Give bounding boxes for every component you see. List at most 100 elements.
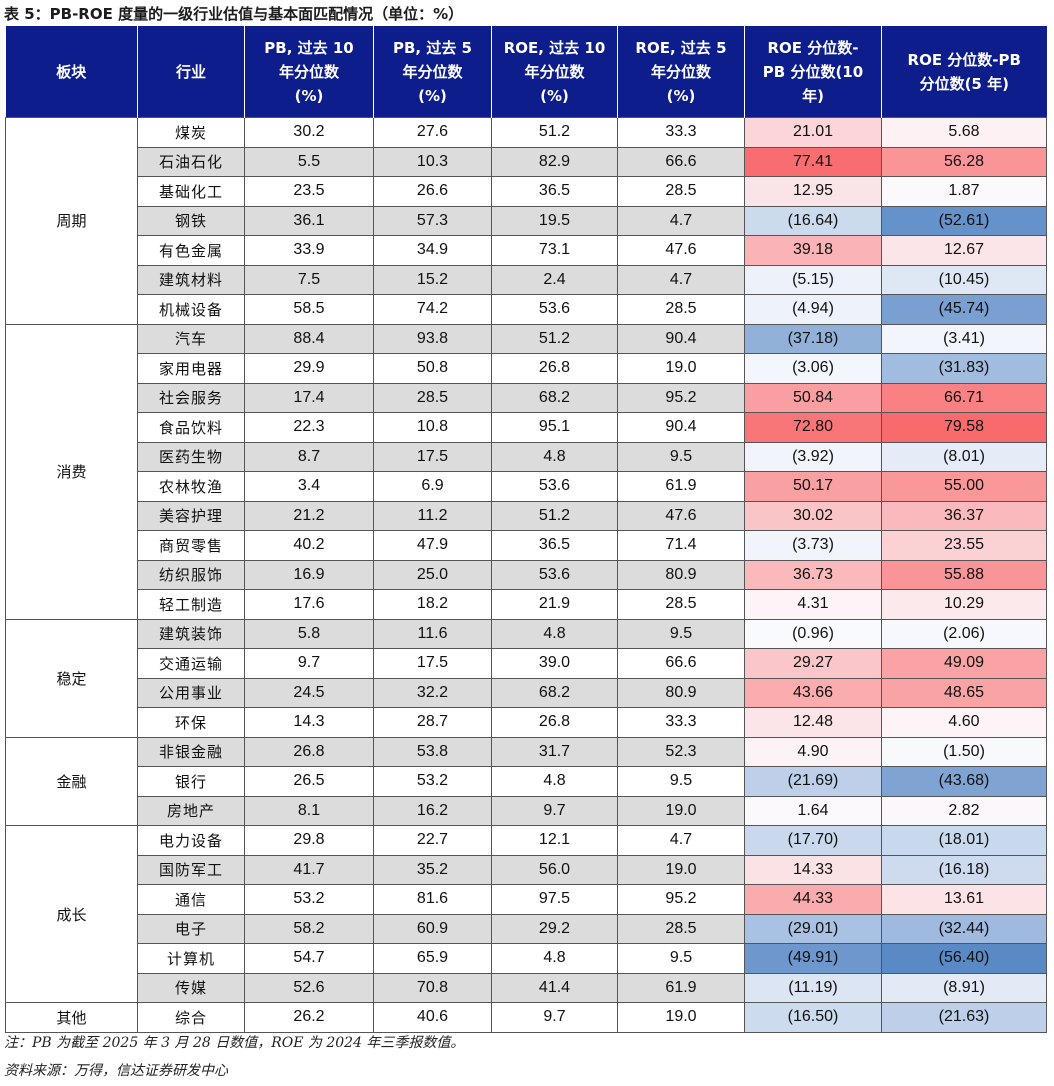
- value-cell-d5: 55.00: [881, 471, 1047, 502]
- industry-cell: 汽车: [137, 323, 245, 354]
- value-cell-roe10: 31.7: [491, 736, 618, 767]
- value-cell-roe10: 51.2: [491, 500, 618, 531]
- industry-cell: 美容护理: [137, 500, 245, 531]
- value-cell-pb10: 26.8: [244, 736, 374, 767]
- value-cell-pb10: 24.5: [244, 677, 374, 708]
- value-cell-pb10: 26.2: [244, 1002, 374, 1033]
- value-cell-d10: 21.01: [744, 117, 882, 148]
- value-cell-pb10: 5.8: [244, 618, 374, 649]
- header-line: 年分位数: [650, 62, 711, 81]
- value-cell-roe5: 19.0: [617, 353, 745, 384]
- pb-roe-table: 板块 行业 PB, 过去 10 年分位数 (%) PB, 过去 5 年分位数 (%) ROE, …: [5, 26, 1047, 1033]
- value-cell-pb5: 40.6: [373, 1002, 492, 1033]
- table-row: 交通运输 9.7 17.5 39.0 66.6 29.27 49.09: [6, 648, 1047, 679]
- header-col-pb5: PB, 过去 5 年分位数 (%): [373, 26, 492, 118]
- value-cell-roe10: 36.5: [491, 176, 618, 207]
- value-cell-roe10: 53.6: [491, 559, 618, 590]
- value-cell-pb5: 74.2: [373, 294, 492, 325]
- value-cell-pb10: 17.6: [244, 589, 374, 620]
- value-cell-roe10: 29.2: [491, 913, 618, 944]
- value-cell-pb10: 14.3: [244, 707, 374, 738]
- header-line: (%): [418, 86, 447, 105]
- value-cell-pb10: 40.2: [244, 530, 374, 561]
- industry-cell: 交通运输: [137, 648, 245, 679]
- value-cell-pb5: 10.3: [373, 146, 492, 177]
- value-cell-d10: 12.95: [744, 176, 882, 207]
- value-cell-pb10: 53.2: [244, 884, 374, 915]
- table-row: 计算机 54.7 65.9 4.8 9.5 (49.91) (56.40): [6, 943, 1047, 974]
- value-cell-pb5: 60.9: [373, 913, 492, 944]
- industry-cell: 社会服务: [137, 382, 245, 413]
- value-cell-roe5: 95.2: [617, 884, 745, 915]
- value-cell-roe10: 41.4: [491, 972, 618, 1003]
- value-cell-pb5: 53.2: [373, 766, 492, 797]
- industry-cell: 非银金融: [137, 736, 245, 767]
- value-cell-d5: (10.45): [881, 264, 1047, 295]
- industry-cell: 建筑装饰: [137, 618, 245, 649]
- value-cell-pb5: 35.2: [373, 854, 492, 885]
- value-cell-d5: 4.60: [881, 707, 1047, 738]
- industry-cell: 商贸零售: [137, 530, 245, 561]
- value-cell-roe10: 68.2: [491, 382, 618, 413]
- table-row: 房地产 8.1 16.2 9.7 19.0 1.64 2.82: [6, 795, 1047, 826]
- value-cell-d5: 56.28: [881, 146, 1047, 177]
- value-cell-d5: (3.41): [881, 323, 1047, 354]
- value-cell-roe10: 9.7: [491, 1002, 618, 1033]
- value-cell-d10: 44.33: [744, 884, 882, 915]
- value-cell-d5: (32.44): [881, 913, 1047, 944]
- table-row: 环保 14.3 28.7 26.8 33.3 12.48 4.60: [6, 707, 1047, 738]
- value-cell-pb10: 8.1: [244, 795, 374, 826]
- value-cell-roe5: 28.5: [617, 176, 745, 207]
- table-row: 金融 非银金融 26.8 53.8 31.7 52.3 4.90 (1.50): [5, 736, 1047, 826]
- value-cell-pb10: 22.3: [244, 412, 374, 443]
- value-cell-d10: (49.91): [744, 943, 882, 974]
- value-cell-roe5: 9.5: [617, 943, 745, 974]
- value-cell-d5: (52.61): [881, 205, 1047, 236]
- table-row: 食品饮料 22.3 10.8 95.1 90.4 72.80 79.58: [6, 412, 1047, 443]
- header-line: 年分位数: [402, 62, 463, 81]
- value-cell-roe10: 95.1: [491, 412, 618, 443]
- value-cell-d10: 39.18: [744, 235, 882, 266]
- value-cell-pb10: 16.9: [244, 559, 374, 590]
- value-cell-pb10: 21.2: [244, 500, 374, 531]
- industry-cell: 建筑材料: [137, 264, 245, 295]
- value-cell-d10: 43.66: [744, 677, 882, 708]
- value-cell-roe10: 53.6: [491, 471, 618, 502]
- value-cell-roe5: 9.5: [617, 441, 745, 472]
- value-cell-roe10: 51.2: [491, 323, 618, 354]
- value-cell-d10: 4.90: [744, 736, 882, 767]
- table-row: 电子 58.2 60.9 29.2 28.5 (29.01) (32.44): [6, 913, 1047, 944]
- table-title: 表 5：PB-ROE 度量的一级行业估值与基本面匹配情况（单位：%）: [4, 5, 464, 23]
- table-row: 建筑材料 7.5 15.2 2.4 4.7 (5.15) (10.45): [6, 264, 1047, 295]
- value-cell-d10: (11.19): [744, 972, 882, 1003]
- header-row: 板块 行业 PB, 过去 10 年分位数 (%) PB, 过去 5 年分位数 (%) ROE, …: [5, 26, 1047, 118]
- value-cell-roe5: 66.6: [617, 146, 745, 177]
- value-cell-roe5: 71.4: [617, 530, 745, 561]
- value-cell-pb5: 53.8: [373, 736, 492, 767]
- header-col-diff5: ROE 分位数-PB 分位数(5 年): [881, 26, 1047, 118]
- value-cell-roe5: 4.7: [617, 825, 745, 856]
- value-cell-pb10: 41.7: [244, 854, 374, 885]
- table-row: 家用电器 29.9 50.8 26.8 19.0 (3.06) (31.83): [6, 353, 1047, 384]
- value-cell-pb10: 33.9: [244, 235, 374, 266]
- value-cell-roe5: 52.3: [617, 736, 745, 767]
- header-line: 年分位数: [524, 62, 585, 81]
- value-cell-pb5: 17.5: [373, 441, 492, 472]
- value-cell-pb10: 36.1: [244, 205, 374, 236]
- industry-cell: 石油石化: [137, 146, 245, 177]
- value-cell-roe5: 9.5: [617, 766, 745, 797]
- header-line: (%): [294, 86, 324, 105]
- value-cell-d5: 23.55: [881, 530, 1047, 561]
- table-row: 石油石化 5.5 10.3 82.9 66.6 77.41 56.28: [6, 146, 1047, 177]
- table-row: 银行 26.5 53.2 4.8 9.5 (21.69) (43.68): [6, 766, 1047, 797]
- value-cell-d5: (1.50): [881, 736, 1047, 767]
- value-cell-pb5: 32.2: [373, 677, 492, 708]
- industry-cell: 钢铁: [137, 205, 245, 236]
- industry-cell: 基础化工: [137, 176, 245, 207]
- sector-cell: 金融: [5, 736, 138, 826]
- value-cell-pb5: 81.6: [373, 884, 492, 915]
- source-note: 资料来源：万得，信达证券研发中心: [4, 1063, 228, 1079]
- value-cell-d5: (21.63): [881, 1002, 1047, 1033]
- value-cell-d10: 36.73: [744, 559, 882, 590]
- header-line: (%): [666, 86, 696, 105]
